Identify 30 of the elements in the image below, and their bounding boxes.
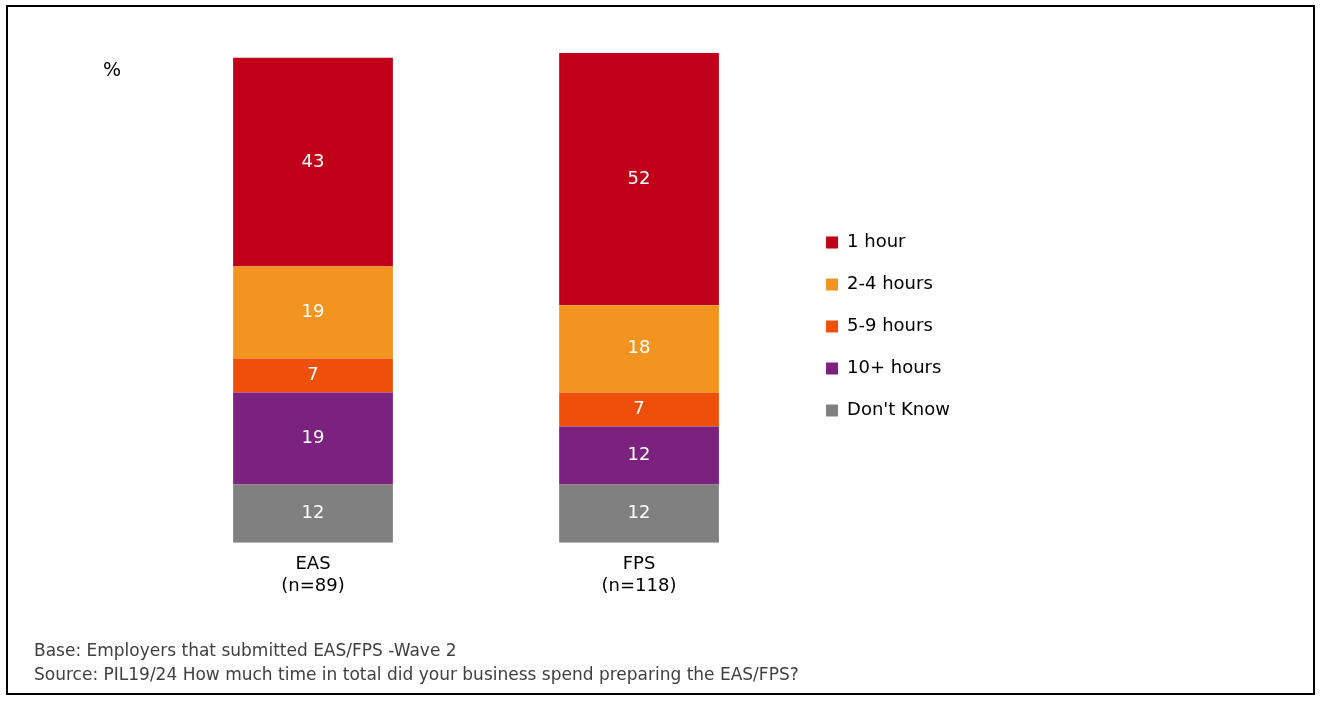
data-label: 12 [301,501,325,523]
bar [233,484,393,543]
source-note: Source: PIL19/24 How much time in total did your business spend preparing the EAS/FPS? [34,663,799,686]
data-label: 18 [627,336,651,358]
bar [559,305,719,393]
data-label: 43 [301,149,325,171]
x-tick-label: FPS (n=118) [601,552,677,595]
x-tick-label: EAS (n=89) [281,552,345,595]
y-axis-title: % [103,58,122,80]
bar [233,392,393,485]
bar [559,426,719,485]
bar [559,484,719,543]
data-label: 7 [307,363,319,385]
bar [233,358,393,393]
legend-label: 10+ hours [847,356,942,378]
legend-label: 1 hour [847,230,907,252]
data-label: 12 [627,443,651,465]
legend-label: Don't Know [847,398,951,420]
text: Base: Employers that submitted EAS/FPS -Wave 2 [34,639,458,662]
data-label: 19 [301,426,325,448]
bar [233,266,393,359]
data-label: 7 [633,397,645,419]
data-label: 52 [627,166,651,188]
data-label: 19 [301,300,325,322]
data-label: 12 [627,501,651,523]
bar [233,57,393,267]
bar [559,53,719,306]
legend-label: 5-9 hours [847,314,933,336]
legend-label: 2-4 hours [847,272,933,294]
bar [559,392,719,427]
